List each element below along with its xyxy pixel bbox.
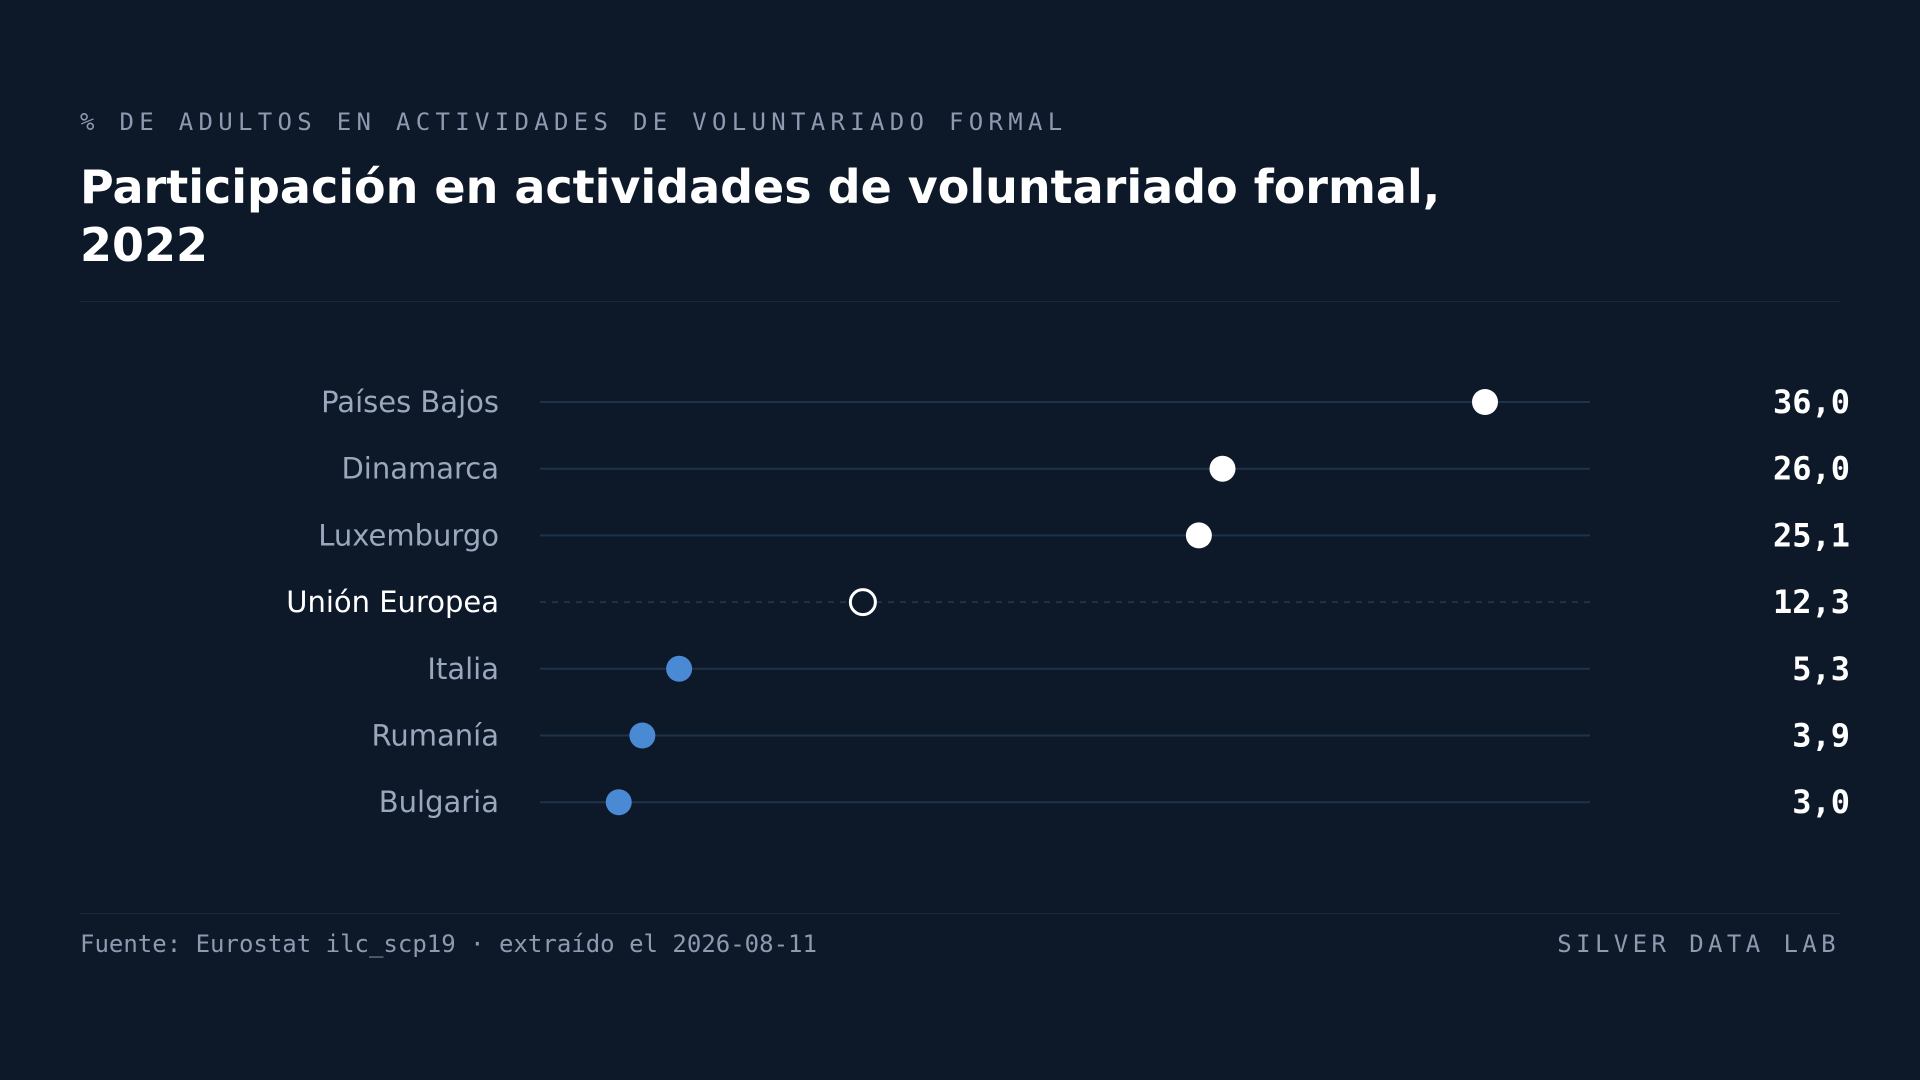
data-dot: [605, 789, 632, 816]
chart-kicker: % DE ADULTOS EN ACTIVIDADES DE VOLUNTARI…: [80, 108, 1068, 136]
category-label: Dinamarca: [341, 452, 499, 486]
value-label: 26,0: [1773, 450, 1850, 488]
value-label: 12,3: [1773, 583, 1850, 621]
footer-divider: [80, 913, 1840, 914]
value-label: 36,0: [1773, 383, 1850, 421]
brand-label: SILVER DATA LAB: [1557, 930, 1840, 958]
value-label: 3,0: [1792, 783, 1850, 821]
category-label: Unión Europea: [286, 585, 499, 619]
value-label: 25,1: [1773, 516, 1850, 554]
data-dot: [1209, 455, 1236, 482]
category-label: Países Bajos: [321, 385, 499, 419]
header-divider: [80, 301, 1840, 302]
data-dot: [1472, 389, 1498, 415]
category-label: Luxemburgo: [318, 518, 499, 552]
data-dot: [629, 722, 656, 749]
value-label: 3,9: [1792, 717, 1850, 755]
reference-dot: [848, 588, 877, 617]
source-note: Fuente: Eurostat ilc_scp19 · extraído el…: [80, 930, 817, 958]
value-label: 5,3: [1792, 650, 1850, 688]
category-label: Italia: [427, 652, 499, 686]
category-label: Bulgaria: [379, 785, 499, 819]
data-dot: [666, 655, 693, 682]
data-dot: [1185, 522, 1212, 549]
chart-title: Participación en actividades de voluntar…: [80, 160, 1441, 272]
category-label: Rumanía: [372, 719, 499, 753]
